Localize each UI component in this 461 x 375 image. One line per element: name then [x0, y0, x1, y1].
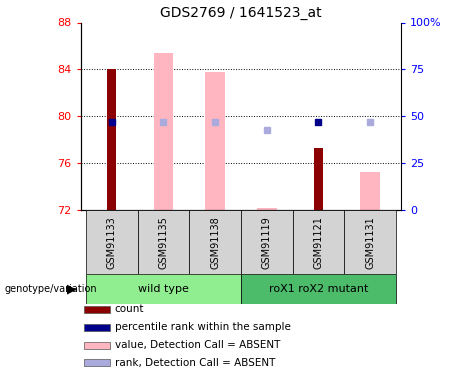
Text: rank, Detection Call = ABSENT: rank, Detection Call = ABSENT — [114, 358, 275, 368]
Bar — [360, 172, 380, 210]
Text: GSM91138: GSM91138 — [210, 216, 220, 269]
Title: GDS2769 / 1641523_at: GDS2769 / 1641523_at — [160, 6, 322, 20]
Text: GSM91135: GSM91135 — [159, 216, 168, 269]
Bar — [84, 359, 110, 366]
Bar — [86, 210, 137, 274]
Text: ▶: ▶ — [67, 282, 77, 295]
Text: wild type: wild type — [138, 284, 189, 294]
Text: GSM91121: GSM91121 — [313, 216, 323, 269]
Bar — [107, 69, 116, 210]
Bar — [344, 210, 396, 274]
Text: genotype/variation: genotype/variation — [5, 284, 97, 294]
Bar — [314, 148, 323, 210]
Bar — [84, 342, 110, 349]
Bar — [154, 53, 173, 210]
Text: count: count — [114, 304, 144, 315]
Text: GSM91131: GSM91131 — [365, 216, 375, 269]
Bar — [137, 210, 189, 274]
Bar — [84, 306, 110, 313]
Text: GSM91133: GSM91133 — [106, 216, 117, 269]
Bar — [241, 274, 396, 304]
Bar — [189, 210, 241, 274]
Text: value, Detection Call = ABSENT: value, Detection Call = ABSENT — [114, 340, 280, 350]
Text: percentile rank within the sample: percentile rank within the sample — [114, 322, 290, 332]
Bar — [241, 210, 293, 274]
Text: roX1 roX2 mutant: roX1 roX2 mutant — [269, 284, 368, 294]
Text: GSM91119: GSM91119 — [262, 216, 272, 269]
Bar — [293, 210, 344, 274]
Bar — [205, 72, 225, 210]
Bar — [257, 208, 277, 210]
Bar — [84, 324, 110, 331]
Bar — [86, 274, 241, 304]
